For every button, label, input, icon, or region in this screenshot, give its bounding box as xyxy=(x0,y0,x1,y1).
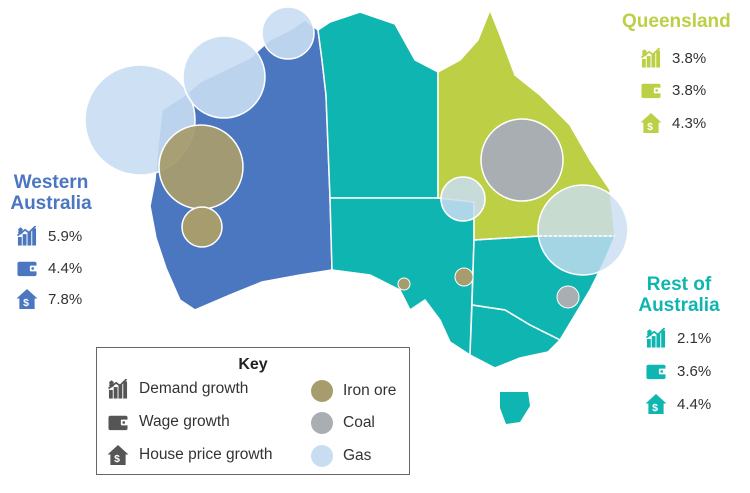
key-house-price-growth-label: House price growth xyxy=(139,446,273,463)
wa-wage-growth: 4.4% xyxy=(16,258,82,278)
qld-house-price-growth: 4.3% xyxy=(640,113,706,133)
key-iron-ore: Iron ore xyxy=(311,380,396,402)
bar-chart-dollar-icon xyxy=(16,226,37,246)
house-dollar-icon xyxy=(16,289,38,309)
qld-wage-growth: 3.8% xyxy=(640,80,706,100)
roa-house-price-growth: 4.4% xyxy=(645,394,711,414)
tasmania-region xyxy=(500,392,530,424)
gas-bubble xyxy=(261,6,315,60)
state-border xyxy=(471,304,561,341)
house-dollar-icon xyxy=(640,113,662,133)
house-dollar-icon xyxy=(107,445,129,465)
house-dollar-icon xyxy=(645,394,667,414)
key-iron-ore-label: Iron ore xyxy=(343,382,397,399)
queensland-title: Queensland xyxy=(622,11,731,32)
gas-swatch xyxy=(311,445,333,467)
qld-demand-growth: 3.8% xyxy=(640,48,706,68)
south-australia-region xyxy=(329,197,475,357)
key-legend: Key Demand growth Wage growth House pric… xyxy=(96,347,410,475)
coal-bubble xyxy=(556,285,580,309)
key-coal: Coal xyxy=(311,412,375,434)
bar-chart-dollar-icon xyxy=(645,328,666,348)
key-title: Key xyxy=(238,356,268,373)
bar-chart-dollar-icon xyxy=(640,48,661,68)
gas-bubble xyxy=(440,176,486,222)
key-wage-growth-label: Wage growth xyxy=(139,413,230,430)
northern-territory-region xyxy=(317,11,439,199)
key-gas: Gas xyxy=(311,445,371,467)
key-coal-label: Coal xyxy=(343,414,375,431)
key-demand-growth: Demand growth xyxy=(107,379,248,399)
iron-ore-bubble xyxy=(397,277,411,291)
iron-ore-bubble xyxy=(181,206,223,248)
key-gas-label: Gas xyxy=(343,447,372,464)
victoria-region xyxy=(469,304,562,369)
key-house-price-growth: House price growth xyxy=(107,445,273,465)
wa-house-price-growth: 7.8% xyxy=(16,289,82,309)
coal-bubble xyxy=(480,118,564,202)
western-australia-title: Western Australia xyxy=(10,172,92,214)
roa-wage-growth: 3.6% xyxy=(645,361,711,381)
wallet-icon xyxy=(641,83,662,99)
state-border xyxy=(473,235,615,241)
wallet-icon xyxy=(108,415,129,431)
roa-demand-growth: 2.1% xyxy=(645,328,711,348)
iron-ore-bubble xyxy=(158,124,244,210)
rest-of-australia-title: Rest of Australia xyxy=(638,274,720,316)
iron-ore-swatch xyxy=(311,380,333,402)
bar-chart-dollar-icon xyxy=(107,379,128,399)
wallet-icon xyxy=(17,261,38,277)
iron-ore-bubble xyxy=(454,267,474,287)
key-demand-growth-label: Demand growth xyxy=(139,380,249,397)
coal-swatch xyxy=(311,412,333,434)
gas-bubble xyxy=(537,184,629,276)
key-wage-growth: Wage growth xyxy=(107,412,230,432)
gas-bubble xyxy=(182,35,266,119)
wa-demand-growth: 5.9% xyxy=(16,226,82,246)
wallet-icon xyxy=(646,364,667,380)
